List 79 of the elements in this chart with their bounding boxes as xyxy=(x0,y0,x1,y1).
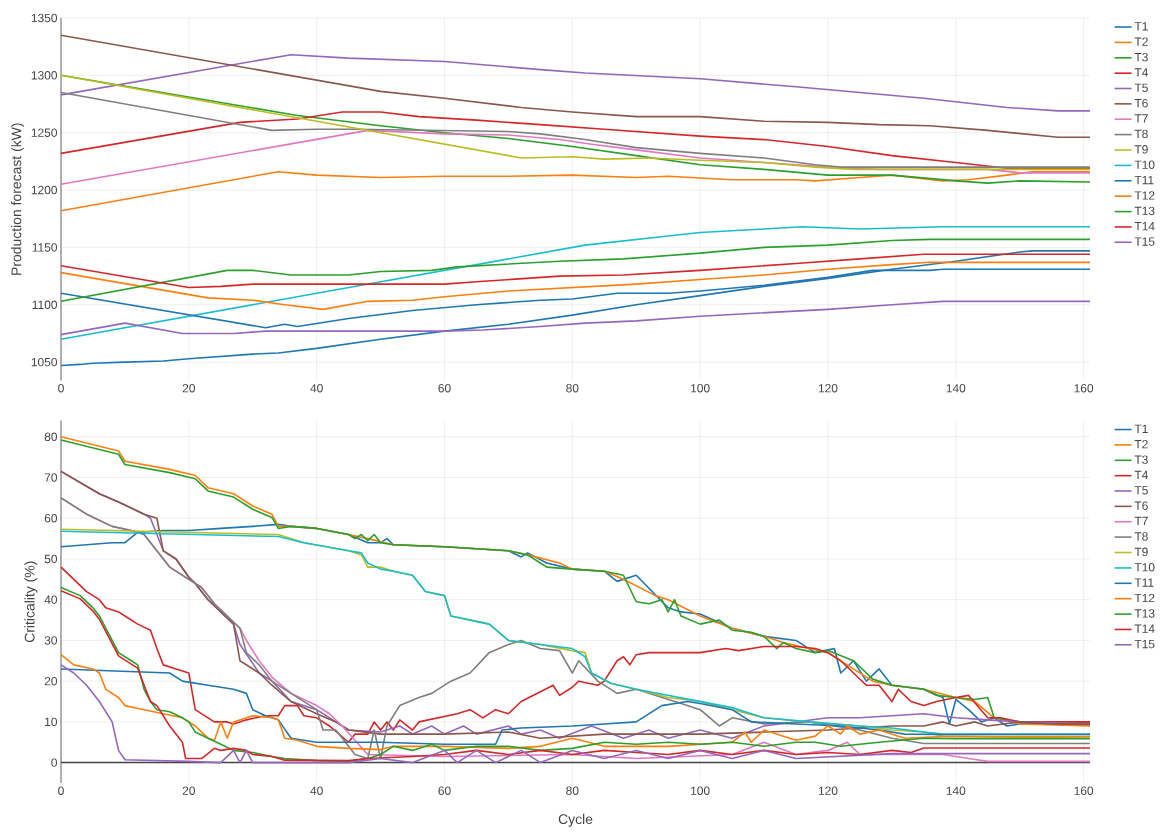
legend-label: T9 xyxy=(1134,547,1148,557)
x-tick-label: 160 xyxy=(1074,786,1094,795)
y-tick-label: 1100 xyxy=(32,300,58,309)
legend-label: T8 xyxy=(1134,129,1148,139)
y-tick-label: 70 xyxy=(44,473,58,482)
legend-label: T11 xyxy=(1134,578,1154,587)
line-series xyxy=(60,91,1091,168)
x-tick-label: 80 xyxy=(566,786,579,795)
y-axis-title: Production forecast (kW) xyxy=(11,123,25,275)
legend-label: T6 xyxy=(1134,501,1148,510)
y-tick-label: 40 xyxy=(44,595,58,604)
x-tick-label: 40 xyxy=(310,384,323,393)
x-axis-title: Cycle xyxy=(558,813,593,827)
legend-label: T2 xyxy=(1134,37,1148,46)
x-tick-label: 20 xyxy=(182,786,196,795)
y-axis-title: Criticality (%) xyxy=(24,561,38,643)
legend-label: T15 xyxy=(1134,639,1155,649)
line-series xyxy=(60,566,1091,744)
y-tick-label: 1050 xyxy=(31,357,58,367)
legend-label: T10 xyxy=(1134,160,1155,169)
legend-label: T3 xyxy=(1134,52,1148,62)
y-tick-label: 30 xyxy=(44,636,58,645)
legend-label: T15 xyxy=(1134,237,1155,246)
legend-label: T13 xyxy=(1134,609,1155,618)
legend-label: T4 xyxy=(1134,68,1148,77)
legend-label: T1 xyxy=(1134,22,1148,31)
legend-label: T14 xyxy=(1134,222,1155,231)
legend-label: T10 xyxy=(1134,563,1155,572)
y-tick-label: 1150 xyxy=(32,243,58,252)
x-tick-label: 120 xyxy=(818,384,838,393)
x-tick-label: 60 xyxy=(438,786,451,795)
x-tick-label: 20 xyxy=(182,384,196,393)
line-series xyxy=(60,238,1091,303)
y-tick-label: 60 xyxy=(44,514,58,523)
x-tick-label: 140 xyxy=(946,384,966,393)
legend-label: T4 xyxy=(1134,470,1148,480)
y-tick-label: 10 xyxy=(45,717,58,727)
x-tick-label: 120 xyxy=(818,786,838,795)
line-series xyxy=(60,253,1091,289)
line-series xyxy=(60,668,1091,746)
y-tick-label: 80 xyxy=(44,432,58,441)
x-tick-label: 0 xyxy=(58,384,64,393)
legend-label: T1 xyxy=(1134,424,1148,433)
legend-label: T7 xyxy=(1134,516,1148,526)
legend-label: T12 xyxy=(1134,593,1155,603)
y-tick-label: 1350 xyxy=(31,13,58,23)
x-tick-label: 40 xyxy=(310,786,323,795)
legend-label: T7 xyxy=(1134,114,1148,123)
legend-label: T12 xyxy=(1134,191,1155,200)
legend-label: T5 xyxy=(1134,83,1148,92)
legend-label: T11 xyxy=(1134,175,1154,185)
y-tick-label: 1300 xyxy=(31,71,58,80)
legend-label: T2 xyxy=(1134,439,1148,449)
legend-label: T6 xyxy=(1134,98,1148,108)
y-tick-label: 1200 xyxy=(31,185,58,195)
legend-label: T14 xyxy=(1134,624,1155,633)
line-series xyxy=(60,653,1091,751)
line-series xyxy=(60,53,1091,112)
x-tick-label: 80 xyxy=(566,384,579,393)
x-tick-label: 60 xyxy=(438,384,451,393)
y-tick-label: 1250 xyxy=(31,128,58,137)
y-tick-label: 0 xyxy=(51,758,58,767)
line-series xyxy=(60,170,1091,212)
x-tick-label: 100 xyxy=(691,786,710,795)
line-series xyxy=(60,34,1091,139)
legend-label: T3 xyxy=(1134,455,1148,464)
legend-label: T5 xyxy=(1134,486,1148,495)
y-tick-label: 20 xyxy=(44,676,58,686)
x-tick-label: 100 xyxy=(691,384,710,393)
legend-label: T9 xyxy=(1134,145,1148,154)
y-tick-label: 50 xyxy=(44,554,58,564)
x-tick-label: 160 xyxy=(1074,384,1094,393)
x-tick-label: 140 xyxy=(946,786,966,795)
legend-label: T13 xyxy=(1134,206,1155,216)
legend-label: T8 xyxy=(1134,532,1148,541)
line-series xyxy=(60,111,1091,170)
line-series xyxy=(60,664,1091,764)
x-tick-label: 0 xyxy=(58,786,64,795)
line-series xyxy=(60,225,1091,340)
